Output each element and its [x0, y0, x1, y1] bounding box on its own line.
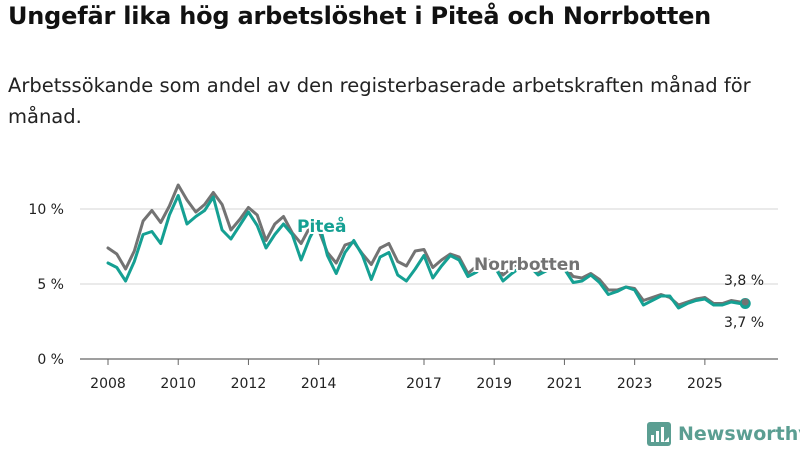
- chart-title: Ungefär lika hög arbetslöshet i Piteå oc…: [8, 2, 712, 30]
- brand-name: Newsworthy: [678, 423, 800, 445]
- series-label-pitea: Piteå: [297, 215, 346, 237]
- series-line-pitea: [106, 194, 747, 310]
- series-label-norrbotten: Norrbotten: [474, 255, 580, 275]
- y-tick-label: 0 %: [37, 352, 64, 368]
- x-tick-label: 2021: [547, 376, 583, 392]
- y-tick-label: 10 %: [28, 202, 64, 218]
- chart-subtitle: Arbetssökande som andel av den registerb…: [8, 74, 751, 128]
- y-gridlines: 0 % 5 % 10 %: [28, 202, 778, 368]
- x-tick-label: 2019: [476, 376, 512, 392]
- newsworthy-logo-icon: [647, 422, 671, 446]
- end-point-norrbotten: [741, 298, 749, 306]
- x-axis: 2008 2010 2012 2014 2017 2019 2021 2023 2025: [90, 359, 723, 392]
- end-value-label-pitea: 3,7 %: [724, 315, 764, 331]
- chart-labels: Norrbotten Piteå 3,8 % 3,7 %: [295, 213, 764, 331]
- end-value-label-norrbotten: 3,8 %: [724, 273, 764, 289]
- line-chart: 0 %5 %10 % 2008 2010 2012 2014 2017 2019 2021 2…: [28, 183, 778, 392]
- brand-logo: Newsworthy: [646, 420, 800, 448]
- chart-series: [106, 183, 751, 310]
- x-tick-label: 2025: [687, 376, 723, 392]
- y-tick-label: 5 %: [37, 277, 64, 293]
- series-line-norrbotten: [106, 183, 747, 307]
- x-tick-label: 2008: [90, 376, 126, 392]
- x-tick-label: 2014: [301, 376, 337, 392]
- x-tick-label: 2012: [231, 376, 267, 392]
- x-tick-label: 2010: [160, 376, 196, 392]
- x-tick-label: 2017: [406, 376, 442, 392]
- x-tick-label: 2023: [617, 376, 653, 392]
